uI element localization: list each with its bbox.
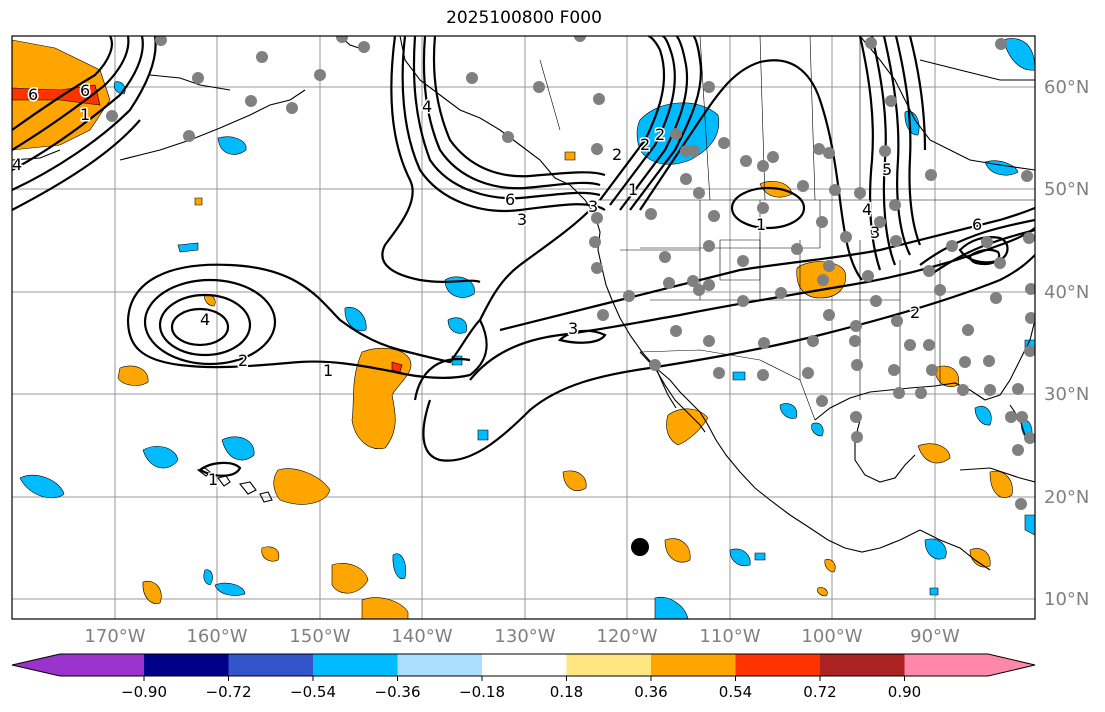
colorbar-segment [651, 654, 736, 676]
colorbar-segment [144, 654, 229, 676]
contour-label: 2 [655, 125, 665, 144]
contour-label: 1 [756, 215, 766, 234]
map-frame [11, 35, 1036, 620]
colorbar-tick-label: −0.54 [290, 683, 336, 701]
lat-label: 60°N [1044, 77, 1089, 98]
colorbar-tick-label: 0.72 [803, 683, 836, 701]
colorbar-frame [11, 653, 1036, 677]
contour-label: 2 [640, 135, 650, 154]
lon-label: 120°W [596, 626, 657, 647]
lon-label: 150°W [289, 626, 350, 647]
colorbar-tick-label: 0.54 [719, 683, 752, 701]
colorbar-segment [566, 654, 651, 676]
contour-label: 5 [882, 160, 892, 179]
lon-label: 140°W [391, 626, 452, 647]
contour-label: 3 [517, 210, 527, 229]
contour-label: 1 [208, 470, 218, 489]
lon-label: 130°W [494, 626, 555, 647]
latitude-labels: 60°N 50°N 40°N 30°N 20°N 10°N [1044, 77, 1089, 610]
colorbar-segment [228, 654, 313, 676]
gridlines [12, 36, 1035, 619]
contour-label: 1 [80, 105, 90, 124]
contour-label: 6 [972, 215, 982, 234]
contour-label: 3 [588, 197, 598, 216]
colorbar-segment [904, 654, 1035, 676]
lat-label: 50°N [1044, 179, 1089, 200]
colorbar-segment [482, 654, 567, 676]
colorbar-tick-label: −0.18 [459, 683, 505, 701]
station-dots [106, 36, 1035, 510]
contour-label: 4 [12, 155, 22, 174]
lat-label: 10°N [1044, 589, 1089, 610]
colorbar-tick-label: −0.72 [206, 683, 252, 701]
longitude-labels: 170°W 160°W 150°W 140°W 130°W 120°W 110°… [84, 626, 960, 647]
contour-label: 2 [238, 351, 248, 370]
contour-label: 2 [612, 145, 622, 164]
colorbar-tick-label: −0.90 [121, 683, 167, 701]
contour-label: 2 [910, 303, 920, 322]
colorbar-segment [397, 654, 482, 676]
colorbar-tick-label: −0.36 [375, 683, 421, 701]
colorbar-tick-label: 0.36 [634, 683, 667, 701]
contour-label: 4 [862, 200, 872, 219]
lon-label: 100°W [801, 626, 862, 647]
colorbar-tick-label: 0.18 [550, 683, 583, 701]
contour-labels: 6 4 6 3 3 2 1 2 1 2 3 4 1 2 3 4 5 6 6 4 … [12, 80, 984, 491]
map-title: 2025100800 F000 [446, 8, 602, 28]
contour-label: 1 [628, 180, 638, 199]
colorbar-tick-label: 0.90 [888, 683, 921, 701]
lat-label: 20°N [1044, 487, 1089, 508]
lat-label: 40°N [1044, 282, 1089, 303]
lon-label: 160°W [186, 626, 247, 647]
lon-label: 110°W [699, 626, 760, 647]
colorbar-segment [12, 654, 144, 676]
contour-label: 6 [505, 190, 515, 209]
storm-center-dot [631, 538, 649, 556]
colorbar-segment [313, 654, 398, 676]
contour-label: 4 [422, 97, 432, 116]
colorbar: −0.90 −0.72 −0.54 −0.36 −0.18 0.18 0.36 … [11, 653, 1036, 701]
contour-label: 1 [323, 361, 333, 380]
colorbar-segment [820, 654, 905, 676]
contour-label: 4 [200, 310, 210, 329]
contour-label: 6 [80, 81, 90, 100]
height-contours [12, 36, 1035, 477]
positive-anomaly-shading [12, 39, 1013, 619]
colorbar-segment [735, 654, 820, 676]
contour-label: 6 [28, 85, 38, 104]
contour-label: 3 [568, 319, 578, 338]
lat-label: 30°N [1044, 384, 1089, 405]
lon-label: 90°W [910, 626, 960, 647]
lon-label: 170°W [84, 626, 145, 647]
